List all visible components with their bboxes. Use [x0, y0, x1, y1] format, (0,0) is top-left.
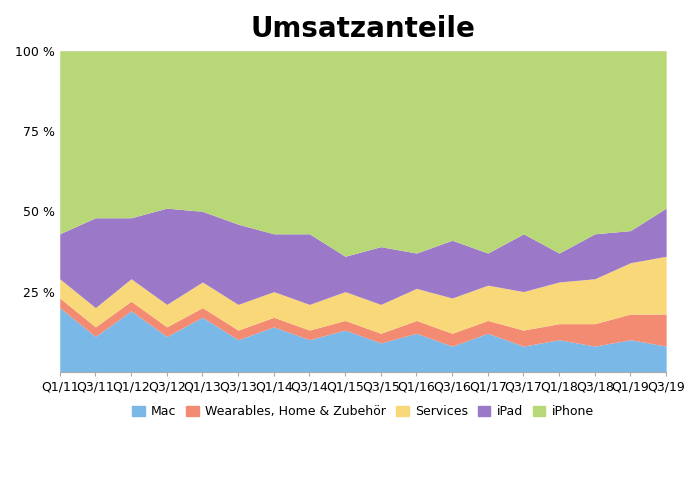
- Title: Umsatzanteile: Umsatzanteile: [251, 15, 475, 43]
- Legend: Mac, Wearables, Home & Zubehör, Services, iPad, iPhone: Mac, Wearables, Home & Zubehör, Services…: [127, 400, 598, 423]
